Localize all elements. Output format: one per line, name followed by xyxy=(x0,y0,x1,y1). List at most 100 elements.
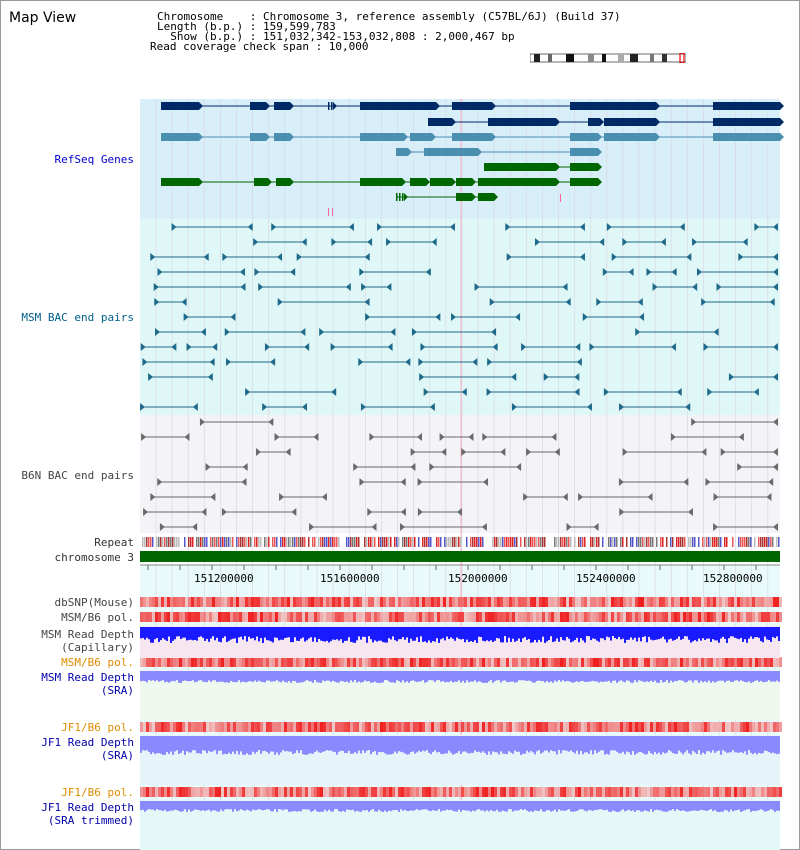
depth-bar xyxy=(666,627,668,643)
bac-end-marker xyxy=(221,508,227,516)
repeat-mark xyxy=(744,537,746,547)
depth-bar xyxy=(576,801,578,811)
depth-bar xyxy=(420,736,422,753)
heat-cell xyxy=(341,597,344,607)
heat-cell xyxy=(662,597,665,607)
depth-tracks[interactable] xyxy=(140,626,780,850)
depth-bar xyxy=(314,801,316,810)
heat-cell xyxy=(584,787,587,797)
depth-bar xyxy=(386,736,388,755)
bac-end-marker xyxy=(411,328,417,336)
depth-bar xyxy=(658,801,660,811)
depth-bar xyxy=(746,801,748,810)
chromosome-bar[interactable] xyxy=(140,551,780,562)
heat-cell xyxy=(509,597,512,607)
bac-end-marker xyxy=(461,388,467,396)
heat-cell xyxy=(752,722,755,732)
bac-end-marker xyxy=(181,298,187,306)
depth-bar xyxy=(682,627,684,639)
depth-bar xyxy=(352,736,354,754)
track-label-jf1-depth-trim[interactable]: JF1 Read Depth xyxy=(41,801,134,814)
depth-bar xyxy=(222,736,224,755)
heat-cell xyxy=(671,787,674,797)
heat-cell xyxy=(293,657,296,667)
depth-bar xyxy=(432,627,434,642)
track-label-refseq[interactable]: RefSeq Genes xyxy=(54,153,134,166)
depth-bar xyxy=(364,736,366,753)
heat-cell xyxy=(683,657,686,667)
heat-cell xyxy=(764,612,767,622)
repeat-mark xyxy=(436,537,438,547)
track-label-msm-bac[interactable]: MSM BAC end pairs xyxy=(21,311,134,324)
repeat-mark xyxy=(312,537,314,547)
repeat-mark xyxy=(506,537,508,547)
bac-end-marker xyxy=(285,448,291,456)
repeat-mark xyxy=(314,537,316,547)
repeat-mark xyxy=(364,537,366,547)
track-label-msm-depth-sra[interactable]: MSM Read Depth xyxy=(41,671,134,684)
depth-bar xyxy=(350,736,352,754)
depth-bar xyxy=(434,627,436,642)
depth-bar xyxy=(274,671,276,682)
depth-bar xyxy=(438,736,440,753)
depth-bar xyxy=(544,801,546,812)
bac-end-marker xyxy=(606,223,612,231)
heat-cell xyxy=(149,612,152,622)
track-label-msm-b6-pol-sra[interactable]: MSM/B6 pol. xyxy=(61,656,134,669)
track-label-msm-depth-cap[interactable]: MSM Read Depth xyxy=(41,628,134,641)
depth-bar xyxy=(620,671,622,681)
heat-cell xyxy=(644,612,647,622)
repeat-track[interactable] xyxy=(142,537,780,547)
gene-exon xyxy=(570,178,598,186)
track-label-jf1-b6-pol[interactable]: JF1/B6 pol. xyxy=(61,721,134,734)
depth-bar xyxy=(342,801,344,811)
heat-cell xyxy=(212,787,215,797)
depth-bar xyxy=(760,627,762,642)
depth-bar xyxy=(494,627,496,641)
heat-cell xyxy=(566,612,569,622)
b6n-bac-pairs[interactable] xyxy=(141,418,778,531)
depth-bar xyxy=(700,671,702,681)
heat-cell xyxy=(701,722,704,732)
repeat-mark xyxy=(742,537,744,547)
depth-bar xyxy=(664,627,666,640)
refseq-genes[interactable] xyxy=(161,102,784,216)
track-label-jf1-b6-pol-trim[interactable]: JF1/B6 pol. xyxy=(61,786,134,799)
heat-cell xyxy=(536,657,539,667)
heat-cell xyxy=(368,722,371,732)
depth-bar xyxy=(278,671,280,682)
depth-bar xyxy=(378,627,380,641)
heat-cell xyxy=(473,657,476,667)
depth-bar xyxy=(354,627,356,643)
depth-bar xyxy=(664,736,666,754)
depth-bar xyxy=(594,736,596,751)
bac-end-marker xyxy=(358,358,364,366)
repeat-mark xyxy=(170,537,172,547)
heat-tracks[interactable] xyxy=(140,597,782,797)
msm-bac-pairs[interactable] xyxy=(140,223,778,411)
heat-cell xyxy=(494,657,497,667)
heat-cell xyxy=(731,722,734,732)
track-label-dbsnp[interactable]: dbSNP(Mouse) xyxy=(54,596,134,609)
track-label-msm-b6-pol[interactable]: MSM/B6 pol. xyxy=(61,611,134,624)
heat-cell xyxy=(452,722,455,732)
depth-bar xyxy=(360,736,362,754)
chromosome-ideogram[interactable] xyxy=(530,53,686,63)
depth-bar xyxy=(234,671,236,683)
bac-end-marker xyxy=(319,328,325,336)
depth-bar xyxy=(668,627,670,640)
track-label-chromosome[interactable]: chromosome 3 xyxy=(54,551,134,564)
heat-cell xyxy=(623,787,626,797)
track-label-repeat[interactable]: Repeat xyxy=(94,536,134,549)
track-label-b6n-bac[interactable]: B6N BAC end pairs xyxy=(21,469,134,482)
repeat-mark xyxy=(614,537,616,547)
heat-cell xyxy=(356,597,359,607)
depth-bar xyxy=(338,627,340,641)
heat-cell xyxy=(689,612,692,622)
repeat-mark xyxy=(398,537,400,547)
heat-cell xyxy=(395,612,398,622)
depth-bar xyxy=(502,736,504,754)
depth-bar xyxy=(402,801,404,811)
heat-cell xyxy=(599,612,602,622)
track-label-jf1-depth-sra[interactable]: JF1 Read Depth xyxy=(41,736,134,749)
